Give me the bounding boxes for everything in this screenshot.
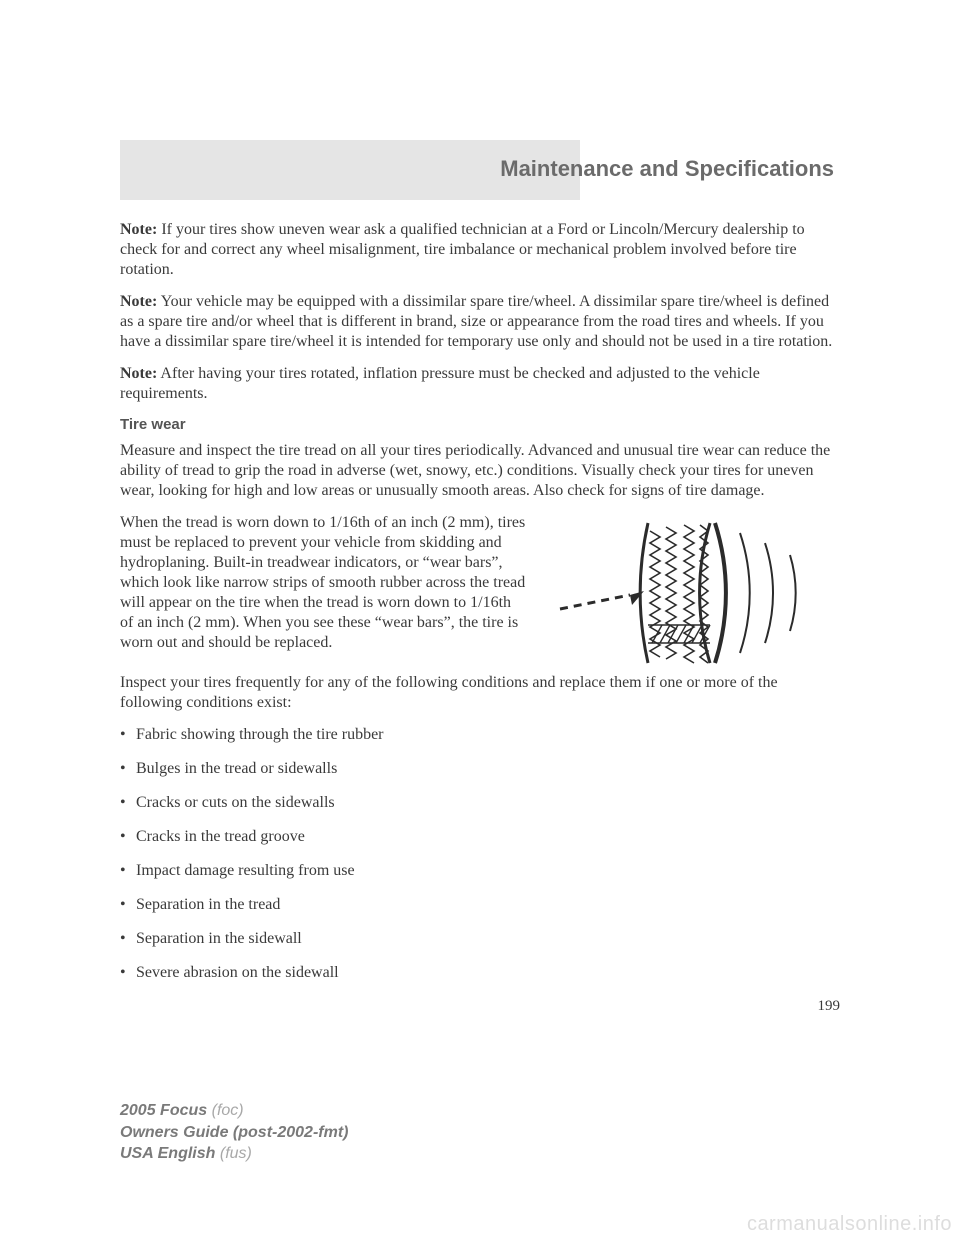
tire-wear-wrap: When the tread is worn down to 1/16th of… [120, 513, 840, 673]
list-item: Bulges in the tread or sidewalls [120, 759, 840, 779]
list-item: Cracks in the tread groove [120, 827, 840, 847]
tire-wear-figure [540, 513, 840, 673]
note-2: Note: Your vehicle may be equipped with … [120, 292, 840, 352]
tire-wear-p1: Measure and inspect the tire tread on al… [120, 441, 840, 501]
note-label: Note: [120, 365, 157, 382]
footer-foc: (foc) [212, 1102, 244, 1119]
tire-wear-heading: Tire wear [120, 416, 840, 435]
footer: 2005 Focus (foc) Owners Guide (post-2002… [120, 1100, 348, 1165]
note-text: After having your tires rotated, inflati… [120, 365, 760, 402]
note-1: Note: If your tires show uneven wear ask… [120, 220, 840, 280]
condition-list: Fabric showing through the tire rubber B… [120, 725, 840, 983]
note-3: Note: After having your tires rotated, i… [120, 364, 840, 404]
list-item: Fabric showing through the tire rubber [120, 725, 840, 745]
footer-lang: USA English [120, 1145, 215, 1162]
note-text: Your vehicle may be equipped with a diss… [120, 293, 832, 350]
note-label: Note: [120, 221, 157, 238]
page-content: Note: If your tires show uneven wear ask… [120, 220, 840, 1016]
list-item: Separation in the tread [120, 895, 840, 915]
list-item: Cracks or cuts on the sidewalls [120, 793, 840, 813]
list-item: Severe abrasion on the sidewall [120, 963, 840, 983]
note-label: Note: [120, 293, 157, 310]
list-item: Separation in the sidewall [120, 929, 840, 949]
footer-model: 2005 Focus [120, 1102, 207, 1119]
list-item: Impact damage resulting from use [120, 861, 840, 881]
watermark: carmanualsonline.info [747, 1213, 952, 1236]
footer-fus: (fus) [220, 1145, 252, 1162]
footer-guide: Owners Guide (post-2002-fmt) [120, 1122, 348, 1144]
page-number: 199 [120, 997, 840, 1016]
section-title: Maintenance and Specifications [120, 156, 840, 182]
note-text: If your tires show uneven wear ask a qua… [120, 221, 805, 278]
tire-illustration-svg [540, 513, 840, 673]
tire-wear-p3: Inspect your tires frequently for any of… [120, 673, 840, 713]
